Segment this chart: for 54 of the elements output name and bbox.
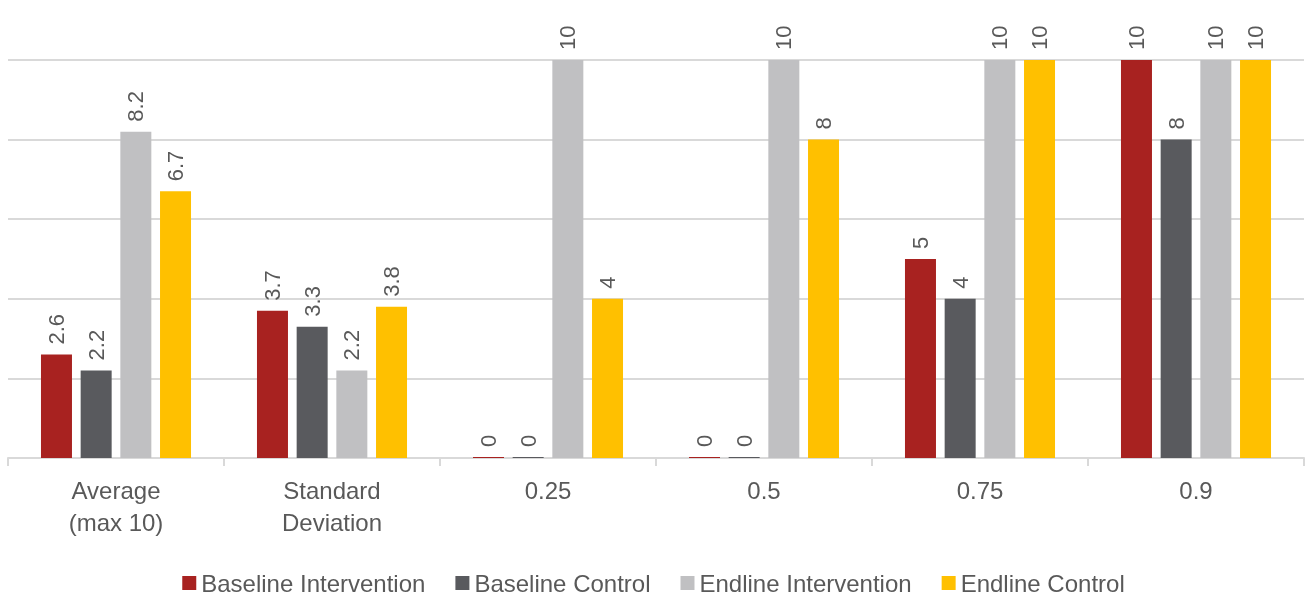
bar [1120, 60, 1152, 458]
data-label: 6.7 [163, 150, 189, 182]
bar [984, 60, 1016, 458]
data-label: 4 [947, 276, 973, 289]
bar [552, 60, 584, 458]
x-tick-label: 0.9 [1179, 476, 1213, 504]
bar [1200, 60, 1232, 458]
data-label: 10 [1203, 25, 1229, 50]
x-tick-label: Standard Deviation [281, 476, 383, 536]
legend-label: Endline Intervention [699, 569, 912, 597]
data-label: 3.3 [299, 286, 325, 317]
data-label: 4 [595, 276, 621, 289]
bar [808, 139, 840, 458]
data-label: 10 [555, 25, 581, 50]
data-label: 3.7 [259, 270, 285, 301]
bar [120, 131, 152, 458]
data-label: 0 [475, 434, 501, 447]
data-label: 8.2 [123, 91, 149, 122]
bar [376, 306, 408, 458]
data-label: 2.2 [339, 329, 365, 361]
x-tick-label: Average (max 10) [68, 476, 164, 536]
bar [40, 354, 72, 458]
data-label: 0 [691, 434, 717, 447]
bar [592, 298, 624, 458]
data-label: 0 [731, 434, 757, 447]
data-label: 3.8 [379, 266, 405, 297]
data-label: 10 [987, 25, 1013, 50]
x-tick-label: 0.75 [956, 476, 1004, 504]
bar [1024, 60, 1056, 458]
bar [296, 326, 328, 458]
data-label: 8 [811, 117, 837, 130]
bar [1240, 60, 1272, 458]
legend-label: Baseline Control [474, 569, 651, 597]
data-label: 2.6 [43, 313, 69, 345]
data-label: 8 [1163, 117, 1189, 130]
x-tick-label: 0.5 [747, 476, 781, 504]
data-label: 0 [515, 434, 541, 447]
bar [256, 310, 288, 458]
data-label: 10 [1027, 25, 1053, 50]
x-tick-label: 0.25 [524, 476, 572, 504]
data-label: 5 [907, 236, 933, 249]
bar [336, 370, 368, 458]
bar [1160, 139, 1192, 458]
data-label: 10 [1123, 25, 1149, 50]
legend-label: Baseline Intervention [201, 569, 426, 597]
bar [904, 259, 936, 458]
bar [944, 298, 976, 458]
bar [80, 370, 112, 458]
data-label: 10 [771, 25, 797, 50]
legend-label: Endline Control [960, 569, 1125, 597]
data-label: 2.2 [83, 329, 109, 361]
bar [768, 60, 800, 458]
bar [160, 191, 192, 458]
data-label: 10 [1243, 25, 1269, 50]
